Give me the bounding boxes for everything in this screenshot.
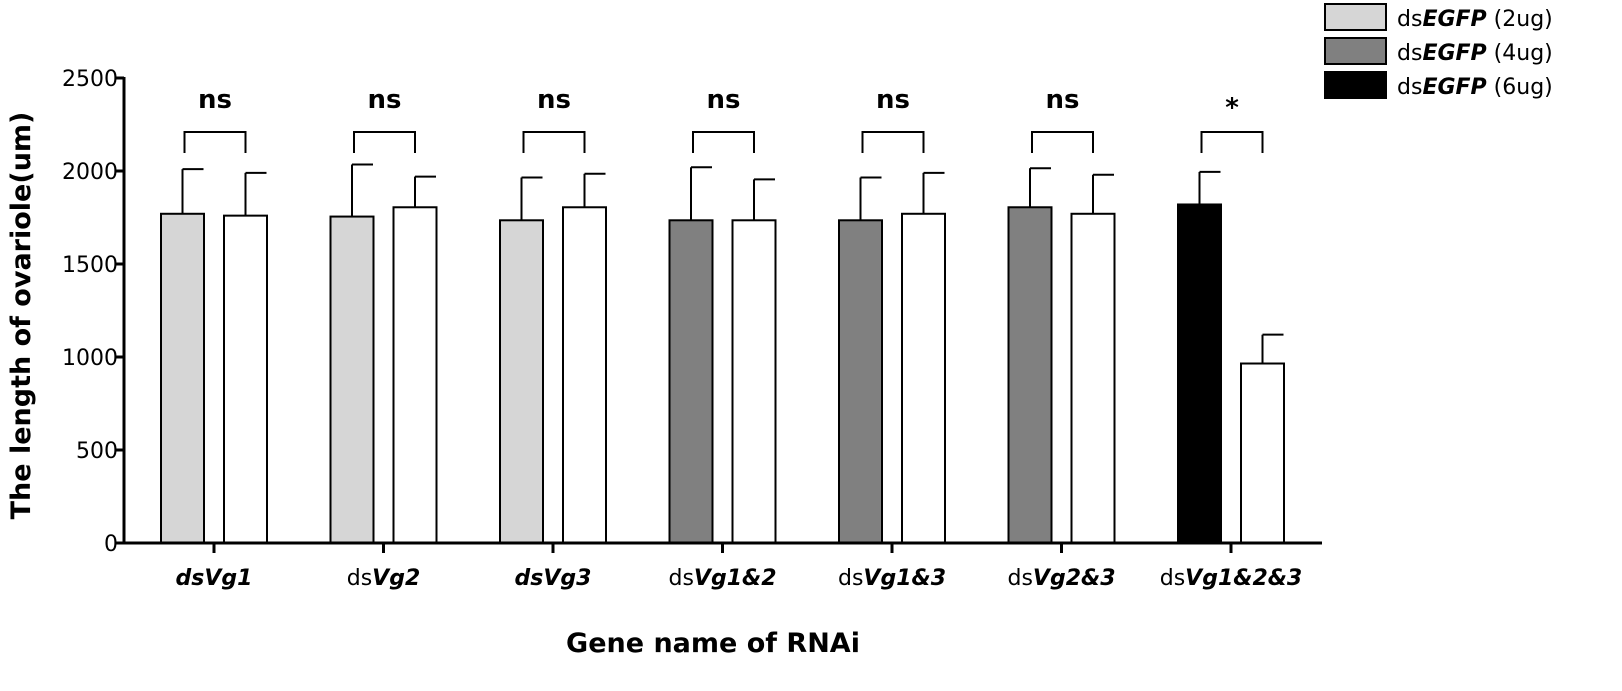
treatment-bar-0 <box>223 214 268 544</box>
x-axis-title: Gene name of RNAi <box>566 628 860 659</box>
legend-swatch-1 <box>1324 37 1387 65</box>
significance-bracket-2 <box>522 131 586 153</box>
x-tick-label-4: dsVg1&3 <box>838 566 946 591</box>
y-tick-label-3: 1500 <box>62 253 118 278</box>
treatment-bar-4 <box>901 212 946 544</box>
significance-bracket-0 <box>183 131 247 153</box>
x-tick-label-6: dsVg1&2&3 <box>1160 566 1303 591</box>
significance-label-2: ns <box>537 85 571 115</box>
x-tick-label-5: dsVg2&3 <box>1007 566 1115 591</box>
control-bar-4 <box>838 219 883 544</box>
treatment-bar-2 <box>562 206 607 545</box>
treatment-bar-1 <box>392 206 438 545</box>
significance-label-1: ns <box>368 85 402 115</box>
legend-label-2: dsEGFP (6ug) <box>1397 75 1553 100</box>
treatment-bar-5 <box>1070 212 1116 544</box>
bars-layer <box>160 163 1285 545</box>
y-tick-label-5: 2500 <box>62 67 118 92</box>
control-bar-5 <box>1007 206 1053 545</box>
significance-bracket-3 <box>692 131 755 153</box>
y-tick-label-4: 2000 <box>62 160 118 185</box>
legend: dsEGFP (2ug) dsEGFP (4ug) dsEGFP (6ug) <box>1324 3 1553 100</box>
control-bar-3 <box>668 219 714 544</box>
significance-label-3: ns <box>707 85 741 115</box>
legend-swatch-2 <box>1324 71 1387 99</box>
y-tick-label-1: 500 <box>76 439 118 464</box>
significance-bracket-1 <box>353 131 416 153</box>
control-bar-6 <box>1177 203 1222 544</box>
y-axis-title: The length of ovariole(um) <box>6 112 37 520</box>
x-tick-label-2: dsVg3 <box>515 566 592 591</box>
significance-label-4: ns <box>876 85 910 115</box>
treatment-bar-6 <box>1240 362 1285 545</box>
control-bar-1 <box>329 215 375 544</box>
significance-label-0: ns <box>198 85 232 115</box>
x-tick-label-1: dsVg2 <box>347 566 421 591</box>
y-tick-label-2: 1000 <box>62 346 118 371</box>
control-bar-2 <box>499 219 544 544</box>
control-bar-0 <box>160 212 205 544</box>
legend-label-1: dsEGFP (4ug) <box>1397 41 1553 66</box>
x-tick-label-3: dsVg1&2 <box>668 566 776 591</box>
legend-label-0: dsEGFP (2ug) <box>1397 7 1553 32</box>
significance-bracket-4 <box>861 131 925 153</box>
significance-bracket-6 <box>1200 131 1264 153</box>
labels-layer: The length of ovariole(um) Gene name of R… <box>6 85 1302 659</box>
legend-swatch-0 <box>1324 3 1387 31</box>
significance-label-5: ns <box>1046 85 1080 115</box>
x-tick-label-0: dsVg1 <box>176 566 253 591</box>
significance-label-6: * <box>1225 93 1239 123</box>
significance-bracket-5 <box>1031 131 1094 153</box>
y-tick-label-0: 0 <box>104 532 118 557</box>
axes-layer: 0 500 1000 1500 2000 2500 <box>62 67 1322 557</box>
treatment-bar-3 <box>731 219 777 544</box>
